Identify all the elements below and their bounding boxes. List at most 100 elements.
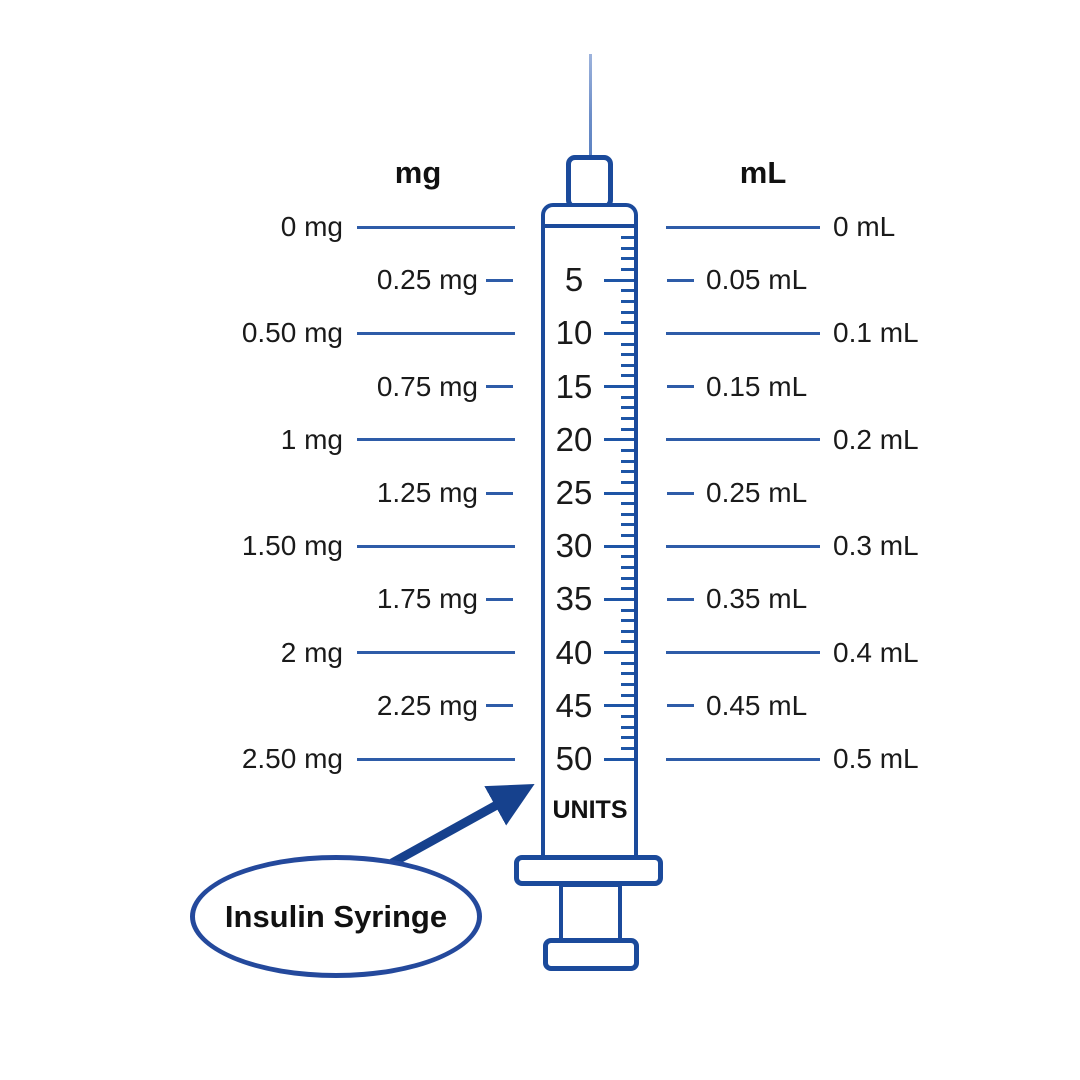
syringe-finger-flange [514,855,663,886]
minor-scale-tick [621,523,634,527]
minor-scale-tick [621,534,634,538]
mg-row-label: 0.50 mg [241,317,343,349]
ml-row-label: 0.2 mL [833,423,919,455]
minor-scale-tick [621,363,634,367]
major-scale-tick [604,331,634,335]
ml-connector-dash [667,704,694,708]
minor-scale-tick [621,480,634,484]
minor-scale-tick [621,565,634,569]
mg-connector-dash [486,704,513,708]
minor-scale-tick [621,502,634,506]
ml-row-label: 0 mL [833,211,896,242]
major-scale-tick [604,597,634,601]
syringe-plunger-end [543,938,639,971]
mg-connector-line [357,438,515,442]
minor-scale-tick [621,587,634,591]
callout-label: Insulin Syringe [224,898,448,934]
ml-connector-line [666,438,820,442]
units-scale-number: 45 [555,686,593,724]
mg-row-label: 1.25 mg [376,477,478,508]
ml-row-label: 0.5 mL [833,743,919,774]
minor-scale-tick [621,470,634,474]
units-scale-number: 15 [555,367,593,405]
units-scale-number: 30 [555,527,593,565]
mg-row-label: 2.50 mg [241,743,343,774]
ml-connector-line [666,331,820,335]
ml-row-label: 0.15 mL [706,370,808,402]
syringe-zero-mark [541,224,638,228]
minor-scale-tick [621,448,634,452]
mg-connector-dash [486,385,513,389]
ml-connector-line [666,757,820,761]
ml-connector-dash [667,278,694,282]
minor-scale-tick [621,693,634,697]
minor-scale-tick [621,736,634,740]
ml-row-label: 0.05 mL [706,264,808,296]
minor-scale-tick [621,683,634,687]
minor-scale-tick [621,512,634,516]
syringe-needle-icon [589,54,592,156]
minor-scale-tick [621,395,634,399]
mg-row-label: 0 mg [280,211,343,242]
mg-connector-line [357,757,515,761]
ml-row-label: 0.1 mL [833,317,919,349]
ml-connector-line [666,225,820,229]
major-scale-tick [604,544,634,548]
ml-connector-dash [667,385,694,389]
minor-scale-tick [621,236,634,240]
minor-scale-tick [621,459,634,463]
mg-row-label: 1 mg [280,423,343,455]
mg-row-label: 0.75 mg [376,370,478,402]
major-scale-tick [604,385,634,389]
ml-row-label: 0.45 mL [706,689,808,721]
ml-connector-line [666,651,820,655]
minor-scale-tick [621,672,634,676]
minor-scale-tick [621,342,634,346]
major-scale-tick [604,651,634,655]
mg-connector-dash [486,597,513,601]
minor-scale-tick [621,417,634,421]
units-scale-number: 5 [564,261,584,299]
ml-row-label: 0.25 mL [706,477,808,508]
mg-connector-line [357,544,515,548]
minor-scale-tick [621,725,634,729]
mg-row-label: 1.75 mg [376,583,478,615]
minor-scale-tick [621,629,634,633]
minor-scale-tick [621,714,634,718]
minor-scale-tick [621,661,634,665]
ml-row-label: 0.35 mL [706,583,808,615]
minor-scale-tick [621,299,634,303]
minor-scale-tick [621,353,634,357]
major-scale-tick [604,757,634,761]
minor-scale-tick [621,374,634,378]
mg-row-label: 2.25 mg [376,689,478,721]
minor-scale-tick [621,289,634,293]
units-scale-number: 20 [555,420,593,458]
units-scale-number: 40 [555,633,593,671]
minor-scale-tick [621,427,634,431]
minor-scale-tick [621,640,634,644]
ml-connector-line [666,544,820,548]
units-scale-label: UNITS [552,796,628,824]
minor-scale-tick [621,321,634,325]
insulin-syringe-callout: Insulin Syringe [190,855,482,978]
ml-column-header: mL [739,155,787,190]
ml-row-label: 0.4 mL [833,636,919,668]
minor-scale-tick [621,608,634,612]
mg-connector-dash [486,491,513,495]
minor-scale-tick [621,246,634,250]
minor-scale-tick [621,746,634,750]
major-scale-tick [604,491,634,495]
minor-scale-tick [621,619,634,623]
mg-column-header: mg [394,155,442,190]
mg-connector-line [357,225,515,229]
mg-row-label: 1.50 mg [241,530,343,562]
mg-connector-line [357,331,515,335]
ml-connector-dash [667,597,694,601]
minor-scale-tick [621,310,634,314]
major-scale-tick [604,704,634,708]
minor-scale-tick [621,576,634,580]
units-scale-number: 25 [555,474,593,511]
